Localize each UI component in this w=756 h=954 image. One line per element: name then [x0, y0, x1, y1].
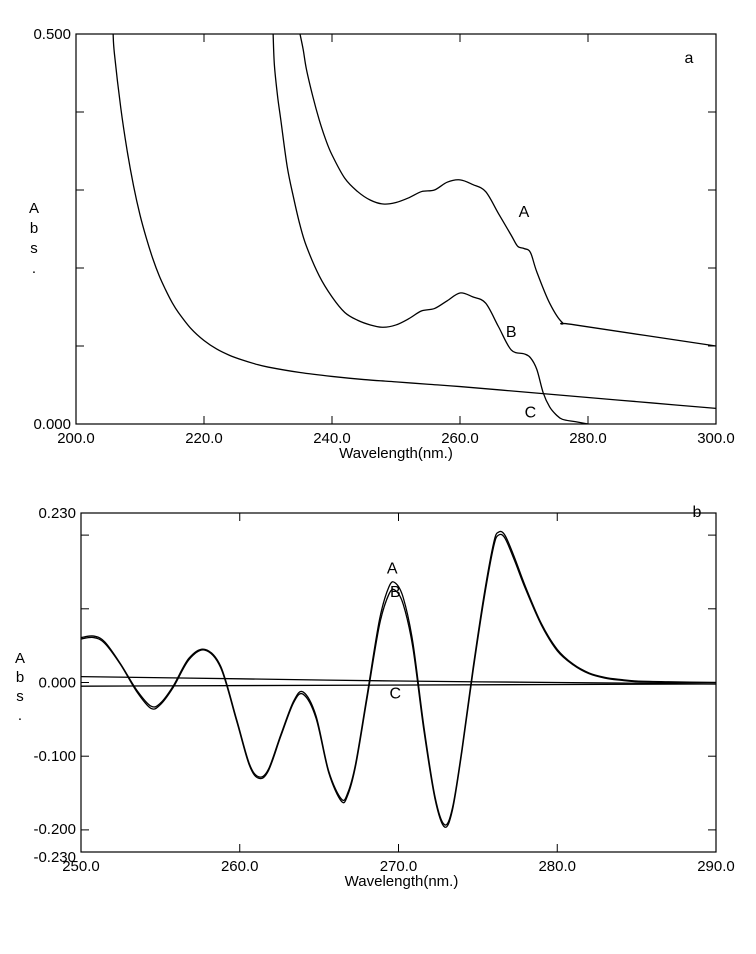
y-tick-label: 0.230	[38, 505, 76, 522]
x-tick-label: 270.0	[380, 858, 418, 875]
y-axis-label: b	[16, 669, 24, 686]
y-tick-label: -0.100	[33, 748, 76, 765]
panel-label: a	[685, 50, 694, 67]
x-tick-label: 260.0	[441, 430, 479, 447]
x-axis-label: Wavelength(nm.)	[345, 873, 459, 890]
y-tick-label: -0.230	[33, 849, 76, 866]
plot-frame	[75, 33, 717, 425]
series-line-b	[272, 34, 589, 424]
baseline-line	[81, 683, 716, 687]
series-line-c	[112, 34, 716, 410]
y-axis-label: .	[32, 260, 36, 277]
series-line-c	[81, 675, 716, 685]
x-tick-label: 200.0	[57, 430, 95, 447]
panel-label: b	[693, 504, 702, 521]
y-axis-label: b	[30, 220, 38, 237]
y-axis-label: s	[16, 688, 24, 705]
y-axis-label: A	[29, 200, 39, 217]
series-label-a: A	[387, 560, 398, 577]
series-line-b	[81, 533, 716, 828]
x-tick-label: 220.0	[185, 430, 223, 447]
x-tick-label: 250.0	[62, 858, 100, 875]
x-axis-label: Wavelength(nm.)	[339, 445, 453, 462]
y-axis-label: .	[18, 707, 22, 724]
series-line-a	[299, 34, 716, 347]
x-tick-label: 240.0	[313, 430, 351, 447]
y-tick-label: -0.200	[33, 821, 76, 838]
x-tick-label: 260.0	[221, 858, 259, 875]
y-axis-label: A	[15, 650, 25, 667]
x-tick-label: 280.0	[569, 430, 607, 447]
y-axis-label: s	[30, 240, 38, 257]
x-tick-label: 290.0	[697, 858, 735, 875]
series-label-a: A	[519, 204, 530, 221]
y-tick-label: 0.000	[33, 416, 71, 433]
y-tick-label: 0.000	[38, 675, 76, 692]
series-label-c: C	[525, 404, 537, 421]
x-tick-label: 300.0	[697, 430, 735, 447]
y-tick-label: 0.500	[33, 26, 71, 43]
chart-panel-b: 250.0 260.0 270.0 280.0 290.0 0.230 0.000 -0.10…	[15, 504, 735, 890]
x-tick-label: 280.0	[538, 858, 576, 875]
series-label-b: B	[506, 324, 517, 341]
series-label-c: C	[390, 686, 402, 703]
chart-panel-a: 200.0 220.0 240.0 260.0 280.0 300.0 0.000 0.500…	[29, 26, 735, 462]
series-label-b: B	[390, 584, 401, 601]
